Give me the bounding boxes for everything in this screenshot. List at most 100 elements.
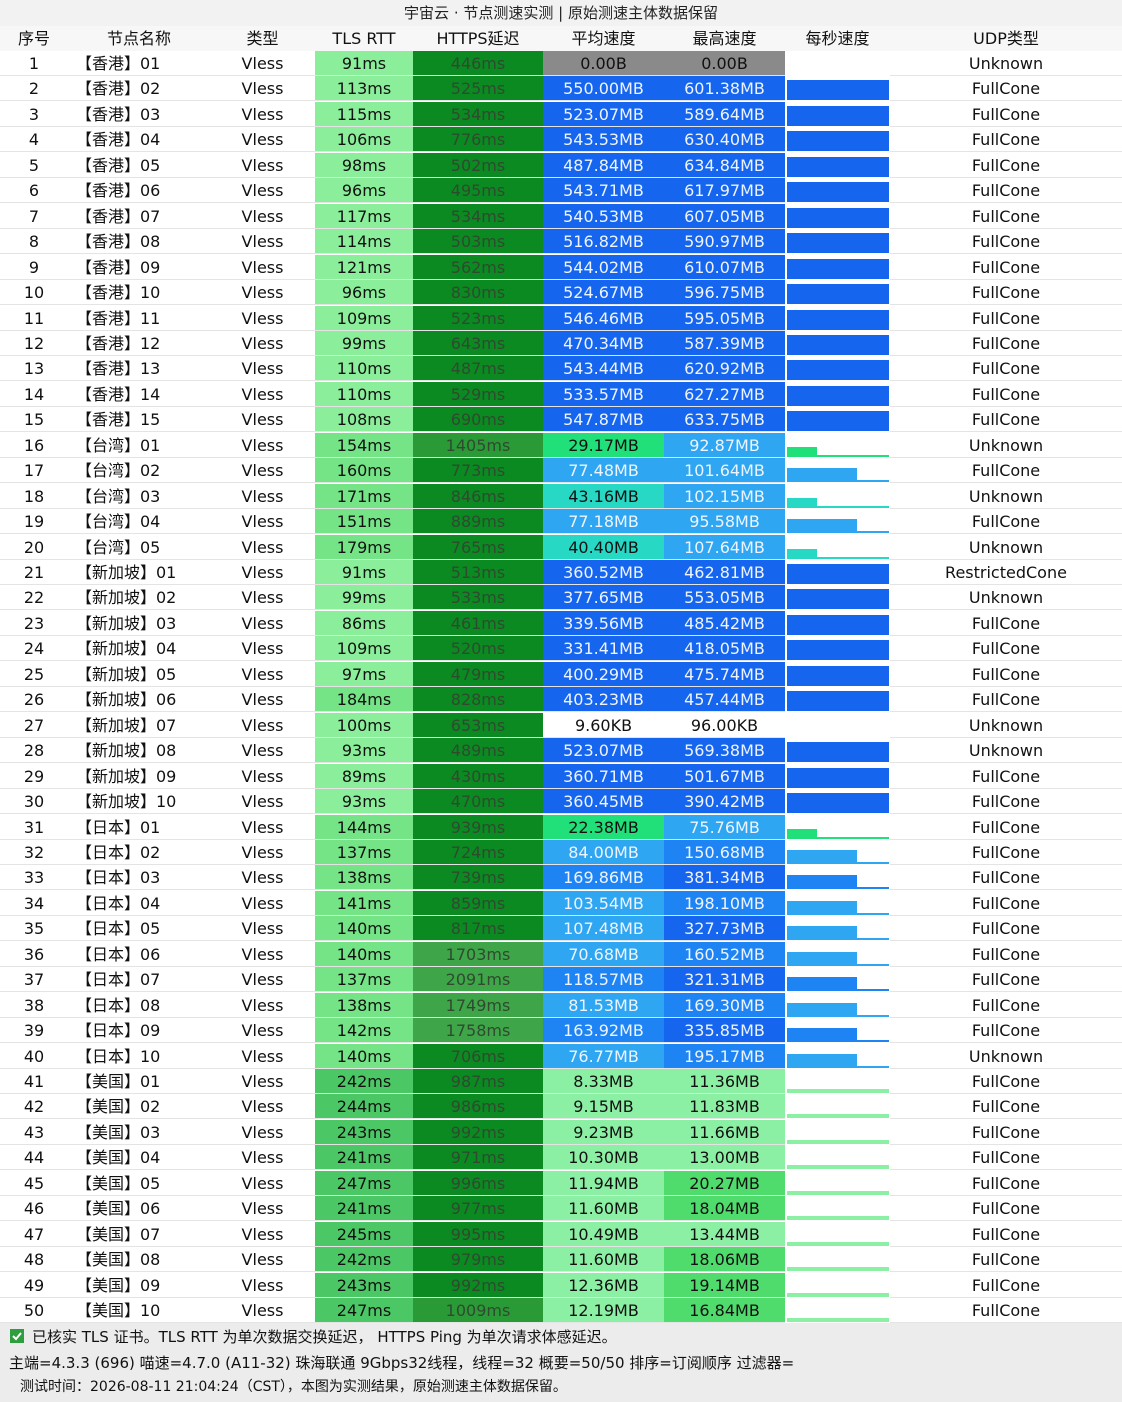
udp-type: FullCone [890,662,1122,687]
avg-speed: 523.07MB [543,101,664,127]
node-type: Vless [210,1145,315,1171]
tls-rtt: 140ms [315,941,413,967]
max-speed: 96.00KB [664,712,785,738]
row-index: 31 [0,815,68,840]
udp-type: FullCone [890,840,1122,865]
avg-speed: 107.48MB [543,916,664,942]
node-name: 【美国】08 [68,1247,210,1273]
speed-sparkline [785,484,890,509]
max-speed: 587.39MB [664,330,785,356]
speed-sparkline [785,764,890,789]
node-type: Vless [210,356,315,382]
row-index: 46 [0,1196,68,1222]
avg-speed: 77.48MB [543,458,664,484]
node-name: 【日本】07 [68,967,210,993]
avg-speed: 29.17MB [543,432,664,458]
https-latency: 533ms [413,585,543,611]
header-cell: 最高速度 [664,26,785,51]
node-type: Vless [210,509,315,535]
tls-rtt: 86ms [315,610,413,636]
row-index: 2 [0,76,68,102]
row-index: 45 [0,1171,68,1196]
speed-sparkline [785,306,890,331]
speed-sparkline [785,1298,890,1323]
row-index: 38 [0,993,68,1018]
node-name: 【香港】03 [68,102,210,127]
max-speed: 630.40MB [664,127,785,153]
header-cell: UDP类型 [890,26,1122,51]
tls-rtt: 93ms [315,738,413,764]
speed-sparkline [785,1273,890,1298]
speed-sparkline [785,1145,890,1170]
sparkline-shape [787,131,889,152]
tls-rtt: 160ms [315,458,413,484]
sparkline-shape [787,182,889,203]
udp-type: FullCone [890,1247,1122,1273]
node-type: Vless [210,916,315,942]
node-name: 【新加坡】07 [68,713,210,738]
speed-sparkline [785,840,890,865]
max-speed: 617.97MB [664,178,785,204]
tls-rtt: 245ms [315,1221,413,1247]
node-name: 【日本】10 [68,1044,210,1069]
node-type: Vless [210,280,315,306]
avg-speed: 550.00MB [543,76,664,102]
row-index: 26 [0,687,68,713]
sparkline-shape [787,640,889,661]
tls-rtt: 154ms [315,432,413,458]
speed-sparkline [785,687,890,712]
https-latency: 986ms [413,1094,543,1120]
https-latency: 479ms [413,661,543,687]
row-index: 17 [0,458,68,484]
udp-type: FullCone [890,815,1122,840]
node-name: 【新加坡】08 [68,738,210,764]
node-name: 【新加坡】09 [68,764,210,789]
udp-type: FullCone [890,102,1122,127]
node-name: 【美国】05 [68,1171,210,1196]
tls-rtt: 137ms [315,839,413,865]
sparkline-shape [787,497,889,508]
node-type: Vless [210,535,315,560]
node-type: Vless [210,815,315,840]
https-latency: 706ms [413,1043,543,1069]
speed-sparkline [785,585,890,610]
row-index: 37 [0,967,68,993]
max-speed: 595.05MB [664,305,785,331]
https-latency: 830ms [413,280,543,306]
max-speed: 150.68MB [664,839,785,865]
max-speed: 607.05MB [664,203,785,229]
avg-speed: 12.36MB [543,1272,664,1298]
sparkline-shape [787,793,889,814]
speed-sparkline [785,356,890,381]
max-speed: 92.87MB [664,432,785,458]
udp-type: FullCone [890,407,1122,433]
row-index: 7 [0,204,68,229]
https-latency: 461ms [413,610,543,636]
max-speed: 16.84MB [664,1298,785,1324]
udp-type: Unknown [890,484,1122,509]
row-index: 13 [0,356,68,382]
https-latency: 739ms [413,865,543,891]
node-name: 【香港】14 [68,382,210,407]
sparkline-shape [787,156,889,177]
https-latency: 513ms [413,560,543,585]
sparkline-shape [787,1216,889,1221]
node-type: Vless [210,153,315,178]
https-latency: 992ms [413,1272,543,1298]
node-name: 【香港】15 [68,407,210,433]
row-index: 23 [0,611,68,636]
udp-type: FullCone [890,789,1122,815]
https-latency: 489ms [413,738,543,764]
https-latency: 1749ms [413,992,543,1018]
max-speed: 418.05MB [664,636,785,662]
https-latency: 773ms [413,458,543,484]
avg-speed: 10.49MB [543,1221,664,1247]
max-speed: 18.06MB [664,1247,785,1273]
avg-speed: 103.54MB [543,890,664,916]
sparkline-shape [787,446,889,457]
max-speed: 589.64MB [664,101,785,127]
max-speed: 101.64MB [664,458,785,484]
https-latency: 470ms [413,789,543,815]
node-type: Vless [210,127,315,153]
tls-rtt: 89ms [315,763,413,789]
